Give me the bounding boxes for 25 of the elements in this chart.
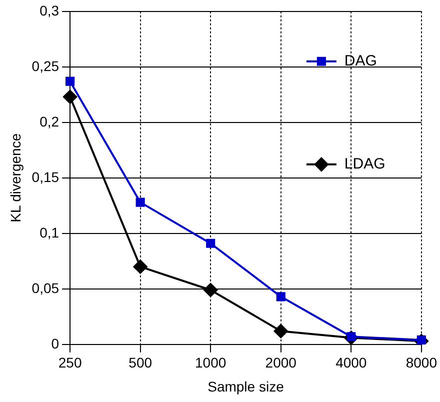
- y-tick-label: 0,25: [32, 58, 60, 74]
- y-axis-title: KL divergence: [7, 133, 24, 222]
- point: [274, 324, 288, 338]
- x-tick-label: 8000: [406, 354, 438, 371]
- point: [204, 283, 218, 298]
- y-tick-label: 0: [51, 335, 60, 352]
- y-tick-label: 0,3: [40, 2, 60, 18]
- y-tick-label: 0,2: [40, 113, 60, 130]
- x-axis-title: Sample size: [208, 378, 284, 394]
- y-tick-label: 0,15: [32, 168, 60, 185]
- x-tick-label: 1000: [195, 354, 226, 371]
- x-tick-label: 500: [128, 354, 152, 371]
- y-tick-label: 0,1: [40, 224, 60, 240]
- point: [66, 76, 75, 86]
- point: [133, 260, 148, 274]
- x-tick-label: 2000: [265, 354, 297, 371]
- y-tick-label: 0,05: [32, 280, 60, 296]
- point: [63, 90, 78, 104]
- point: [276, 292, 286, 302]
- x-tick-label: 250: [58, 354, 82, 371]
- legend-label: LDAG: [344, 156, 386, 173]
- point: [136, 198, 145, 207]
- point: [206, 238, 216, 248]
- legend-label: DAG: [344, 52, 377, 70]
- x-tick-label: 4000: [336, 354, 367, 371]
